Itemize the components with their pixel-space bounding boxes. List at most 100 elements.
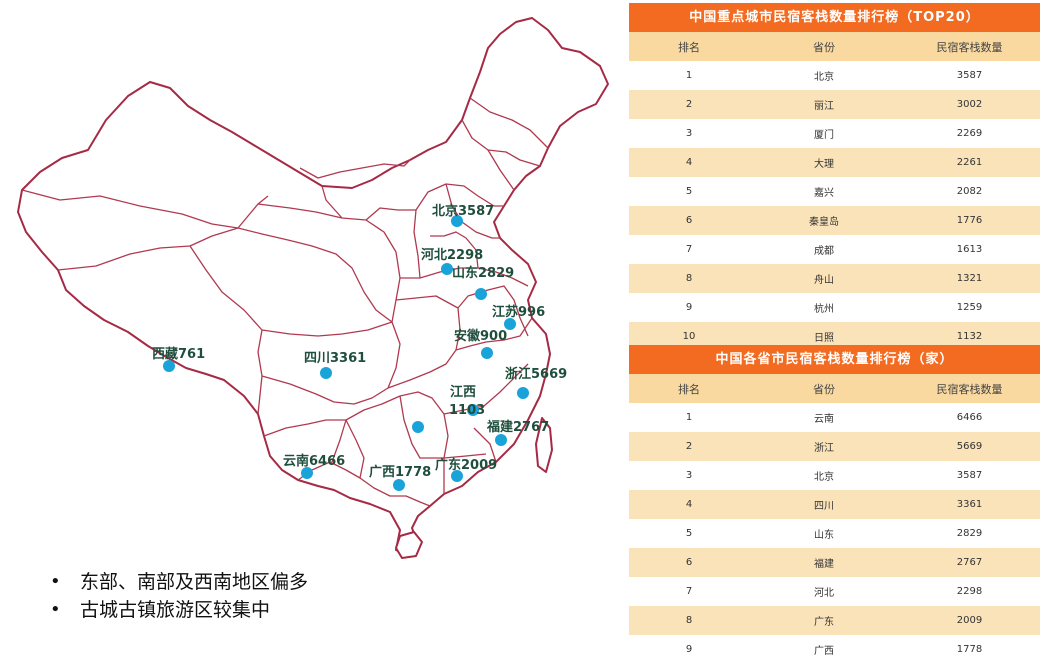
count-cell: 1132	[956, 331, 983, 342]
count-cell: 1613	[956, 244, 983, 255]
rank-cell: 2	[685, 99, 693, 110]
province-table-title: 中国各省市民宿客栈数量排行榜（家）	[629, 345, 1040, 374]
label-anhui: 安徽900	[454, 328, 507, 344]
rank-cell: 6	[685, 557, 693, 568]
table-row: 6 福建 2767	[629, 548, 1040, 577]
table-row: 3 厦门 2269	[629, 119, 1040, 148]
rank-cell: 7	[685, 244, 693, 255]
header-rank-cell: 排名	[678, 382, 700, 396]
dot-jiangxi	[467, 404, 479, 416]
label-guangxi: 广西1778	[369, 464, 431, 480]
name-cell: 北京	[814, 72, 834, 83]
province-borders	[21, 97, 549, 507]
china-map-panel: 北京3587 河北2298 山东2829 江苏996 安徽900 浙江5669 …	[0, 0, 620, 669]
label-fujian: 福建2767	[486, 419, 549, 435]
dot-jiangsu	[504, 318, 516, 330]
count-cell: 2298	[956, 586, 983, 597]
count-cell: 1778	[956, 644, 983, 655]
name-cell: 大理	[814, 159, 834, 170]
map-dots	[163, 215, 529, 491]
count-cell: 3002	[956, 99, 983, 110]
dot-shandong	[475, 288, 487, 300]
count-cell: 2261	[956, 157, 983, 168]
label-guangdong: 广东2009	[435, 457, 497, 473]
table-row: 6 秦皇岛 1776	[629, 206, 1040, 235]
table-row: 9 杭州 1259	[629, 293, 1040, 322]
rank-cell: 10	[682, 331, 696, 342]
table-row: 2 浙江 5669	[629, 432, 1040, 461]
count-cell: 5669	[956, 441, 983, 452]
rank-cell: 3	[685, 470, 693, 481]
table-header-row: 排名 省份 民宿客栈数量	[629, 32, 1040, 61]
count-cell: 6466	[956, 412, 983, 423]
rank-cell: 3	[685, 128, 693, 139]
label-jiangsu: 江苏996	[492, 304, 545, 320]
label-sichuan: 四川3361	[304, 351, 366, 366]
name-cell: 浙江	[814, 443, 834, 454]
table-row: 5 嘉兴 2082	[629, 177, 1040, 206]
dot-sichuan	[320, 367, 332, 379]
name-cell: 秦皇岛	[809, 217, 839, 228]
rank-cell: 9	[685, 302, 693, 313]
bullet-list: 东部、南部及西南地区偏多 古城古镇旅游区较集中	[48, 568, 308, 624]
header-count-cell: 民宿客栈数量	[936, 40, 1003, 54]
name-cell: 广西	[814, 646, 834, 657]
rank-cell: 9	[685, 644, 693, 655]
name-cell: 北京	[814, 472, 834, 483]
hainan-island	[395, 531, 423, 559]
rank-cell: 7	[685, 586, 693, 597]
table-header-row: 排名 省份 民宿客栈数量	[629, 374, 1040, 403]
table-row: 5 山东 2829	[629, 519, 1040, 548]
label-yunnan: 云南6466	[283, 453, 345, 469]
count-cell: 2829	[956, 528, 983, 539]
table-row: 1 云南 6466	[629, 403, 1040, 432]
count-cell: 3587	[956, 470, 983, 481]
count-cell: 3587	[956, 70, 983, 81]
name-cell: 山东	[814, 530, 834, 541]
china-outline	[17, 17, 609, 557]
table-row: 8 广东 2009	[629, 606, 1040, 635]
name-cell: 云南	[814, 414, 834, 425]
count-cell: 2009	[956, 615, 983, 626]
dot-fujian	[495, 434, 507, 446]
label-jiangxi-line2: 1103	[449, 403, 485, 418]
name-cell: 杭州	[814, 304, 834, 315]
bullet-item: 东部、南部及西南地区偏多	[48, 568, 308, 596]
rank-cell: 4	[685, 157, 693, 168]
rank-cell: 1	[685, 70, 693, 81]
dot-hunan	[412, 421, 424, 433]
count-cell: 1776	[956, 215, 983, 226]
name-cell: 成都	[814, 246, 834, 257]
table-row: 7 河北 2298	[629, 577, 1040, 606]
label-hebei: 河北2298	[421, 247, 483, 263]
rank-cell: 1	[685, 412, 693, 423]
name-cell: 四川	[814, 501, 834, 512]
dot-hebei	[441, 263, 453, 275]
count-cell: 2269	[956, 128, 983, 139]
rank-cell: 5	[685, 186, 693, 197]
rank-cell: 8	[685, 615, 693, 626]
name-cell: 福建	[814, 559, 834, 570]
name-cell: 广东	[814, 617, 834, 628]
rank-cell: 5	[685, 528, 693, 539]
table-row: 8 舟山 1321	[629, 264, 1040, 293]
header-count-cell: 民宿客栈数量	[936, 382, 1003, 396]
rank-cell: 2	[685, 441, 693, 452]
city-table-title: 中国重点城市民宿客栈数量排行榜（TOP20）	[629, 3, 1040, 32]
taiwan-island	[535, 417, 553, 473]
city-ranking-table: 中国重点城市民宿客栈数量排行榜（TOP20） 排名 省份 民宿客栈数量 1 北京 3587…	[629, 3, 1040, 351]
table-row: 7 成都 1613	[629, 235, 1040, 264]
table-row: 1 北京 3587	[629, 61, 1040, 90]
label-jiangxi-line1: 江西	[450, 384, 476, 400]
dot-zhejiang	[517, 387, 529, 399]
header-name-cell: 省份	[813, 40, 835, 54]
label-shandong: 山东2829	[452, 265, 514, 281]
label-beijing: 北京3587	[432, 203, 494, 219]
count-cell: 2082	[956, 186, 983, 197]
dot-yunnan	[301, 467, 313, 479]
count-cell: 1321	[956, 273, 983, 284]
dot-beijing	[451, 215, 463, 227]
name-cell: 嘉兴	[814, 188, 834, 199]
rank-cell: 4	[685, 499, 693, 510]
name-cell: 日照	[814, 333, 834, 344]
